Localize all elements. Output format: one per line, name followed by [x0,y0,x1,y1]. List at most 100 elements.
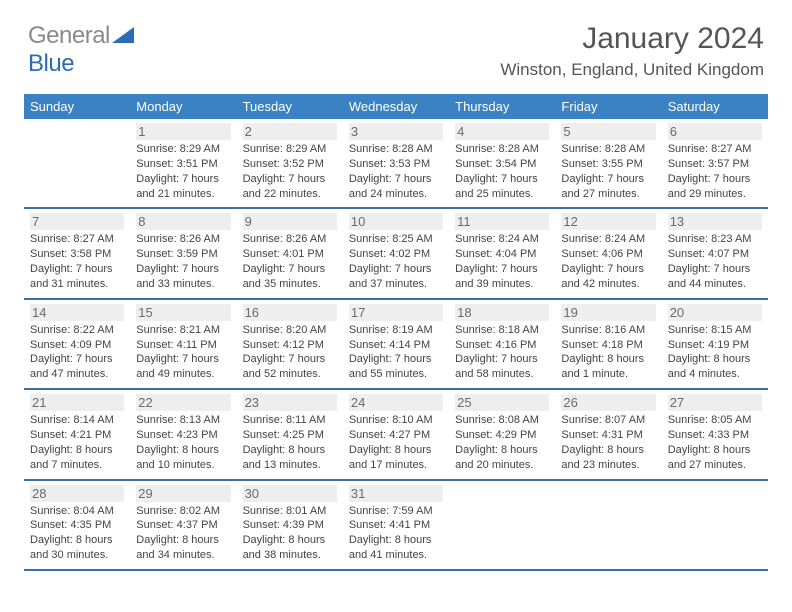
daylight-text: Daylight: 8 hours [243,533,337,548]
day-number [561,485,655,487]
daylight-text: and 29 minutes. [668,187,762,202]
daylight-text: and 10 minutes. [136,458,230,473]
sunrise-text: Sunrise: 7:59 AM [349,504,443,519]
day-number: 13 [668,213,762,230]
daylight-text: Daylight: 7 hours [136,352,230,367]
sunset-text: Sunset: 4:11 PM [136,338,230,353]
day-cell: 5Sunrise: 8:28 AMSunset: 3:55 PMDaylight… [555,119,661,207]
day-cell: 25Sunrise: 8:08 AMSunset: 4:29 PMDayligh… [449,390,555,478]
sunset-text: Sunset: 4:21 PM [30,428,124,443]
sunset-text: Sunset: 4:07 PM [668,247,762,262]
day-number: 28 [30,485,124,502]
day-cell: 15Sunrise: 8:21 AMSunset: 4:11 PMDayligh… [130,300,236,388]
sunrise-text: Sunrise: 8:27 AM [668,142,762,157]
daylight-text: and 21 minutes. [136,187,230,202]
day-cell [662,481,768,569]
sunrise-text: Sunrise: 8:19 AM [349,323,443,338]
daylight-text: Daylight: 8 hours [668,352,762,367]
day-cell: 12Sunrise: 8:24 AMSunset: 4:06 PMDayligh… [555,209,661,297]
day-cell: 13Sunrise: 8:23 AMSunset: 4:07 PMDayligh… [662,209,768,297]
sunrise-text: Sunrise: 8:26 AM [136,232,230,247]
daylight-text: Daylight: 7 hours [668,172,762,187]
sunrise-text: Sunrise: 8:20 AM [243,323,337,338]
day-number: 10 [349,213,443,230]
sunset-text: Sunset: 3:52 PM [243,157,337,172]
daylight-text: Daylight: 8 hours [136,533,230,548]
day-cell: 24Sunrise: 8:10 AMSunset: 4:27 PMDayligh… [343,390,449,478]
sunset-text: Sunset: 4:37 PM [136,518,230,533]
day-number: 7 [30,213,124,230]
week-row: 21Sunrise: 8:14 AMSunset: 4:21 PMDayligh… [24,390,768,480]
daylight-text: Daylight: 7 hours [349,262,443,277]
day-cell: 4Sunrise: 8:28 AMSunset: 3:54 PMDaylight… [449,119,555,207]
day-cell: 10Sunrise: 8:25 AMSunset: 4:02 PMDayligh… [343,209,449,297]
sunset-text: Sunset: 4:19 PM [668,338,762,353]
sunrise-text: Sunrise: 8:21 AM [136,323,230,338]
sunrise-text: Sunrise: 8:02 AM [136,504,230,519]
dow-tue: Tuesday [237,94,343,119]
daylight-text: and 38 minutes. [243,548,337,563]
day-cell: 9Sunrise: 8:26 AMSunset: 4:01 PMDaylight… [237,209,343,297]
daylight-text: Daylight: 7 hours [136,172,230,187]
day-cell: 14Sunrise: 8:22 AMSunset: 4:09 PMDayligh… [24,300,130,388]
sunrise-text: Sunrise: 8:01 AM [243,504,337,519]
day-number: 25 [455,394,549,411]
sunrise-text: Sunrise: 8:15 AM [668,323,762,338]
day-number: 22 [136,394,230,411]
logo-triangle-icon [112,22,134,50]
location: Winston, England, United Kingdom [500,60,764,80]
day-cell [24,119,130,207]
daylight-text: Daylight: 8 hours [243,443,337,458]
sunset-text: Sunset: 4:09 PM [30,338,124,353]
day-cell: 8Sunrise: 8:26 AMSunset: 3:59 PMDaylight… [130,209,236,297]
sunrise-text: Sunrise: 8:27 AM [30,232,124,247]
day-cell [555,481,661,569]
daylight-text: Daylight: 8 hours [349,533,443,548]
day-number [668,485,762,487]
daylight-text: Daylight: 8 hours [30,443,124,458]
dow-row: Sunday Monday Tuesday Wednesday Thursday… [24,94,768,119]
sunset-text: Sunset: 3:51 PM [136,157,230,172]
daylight-text: Daylight: 7 hours [455,352,549,367]
daylight-text: Daylight: 7 hours [243,352,337,367]
sunset-text: Sunset: 4:27 PM [349,428,443,443]
day-number: 11 [455,213,549,230]
daylight-text: and 41 minutes. [349,548,443,563]
sunset-text: Sunset: 4:01 PM [243,247,337,262]
daylight-text: and 22 minutes. [243,187,337,202]
logo-text-b: Blue [28,50,74,77]
daylight-text: Daylight: 8 hours [668,443,762,458]
day-number: 4 [455,123,549,140]
day-number: 5 [561,123,655,140]
sunrise-text: Sunrise: 8:07 AM [561,413,655,428]
day-cell: 20Sunrise: 8:15 AMSunset: 4:19 PMDayligh… [662,300,768,388]
sunset-text: Sunset: 4:04 PM [455,247,549,262]
day-number: 1 [136,123,230,140]
sunrise-text: Sunrise: 8:18 AM [455,323,549,338]
day-number: 16 [243,304,337,321]
daylight-text: Daylight: 7 hours [561,172,655,187]
day-number: 17 [349,304,443,321]
calendar: Sunday Monday Tuesday Wednesday Thursday… [24,94,768,571]
day-cell: 17Sunrise: 8:19 AMSunset: 4:14 PMDayligh… [343,300,449,388]
daylight-text: and 33 minutes. [136,277,230,292]
day-cell: 26Sunrise: 8:07 AMSunset: 4:31 PMDayligh… [555,390,661,478]
logo: General Blue [28,22,134,78]
sunset-text: Sunset: 4:35 PM [30,518,124,533]
sunrise-text: Sunrise: 8:13 AM [136,413,230,428]
daylight-text: Daylight: 8 hours [349,443,443,458]
daylight-text: Daylight: 8 hours [561,443,655,458]
daylight-text: Daylight: 8 hours [30,533,124,548]
week-row: 28Sunrise: 8:04 AMSunset: 4:35 PMDayligh… [24,481,768,571]
day-number: 24 [349,394,443,411]
day-number: 18 [455,304,549,321]
daylight-text: and 30 minutes. [30,548,124,563]
daylight-text: Daylight: 7 hours [243,172,337,187]
sunrise-text: Sunrise: 8:14 AM [30,413,124,428]
daylight-text: and 4 minutes. [668,367,762,382]
sunset-text: Sunset: 3:57 PM [668,157,762,172]
daylight-text: and 27 minutes. [668,458,762,473]
daylight-text: Daylight: 7 hours [30,352,124,367]
daylight-text: and 52 minutes. [243,367,337,382]
sunset-text: Sunset: 4:23 PM [136,428,230,443]
